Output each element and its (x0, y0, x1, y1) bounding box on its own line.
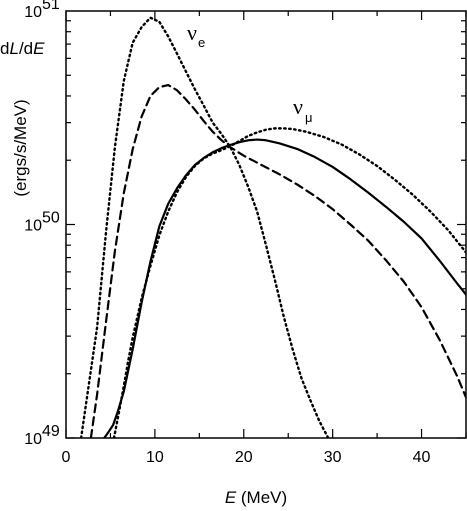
axis-ticks (65, 11, 467, 439)
x-tick-label: 0 (62, 449, 71, 466)
data-series (79, 16, 466, 438)
y-tick-label-exponent: 51 (42, 0, 60, 13)
y-tick-label: 10 (24, 218, 42, 235)
y-tick-label-exponent: 49 (42, 423, 60, 440)
x-tick-label: 30 (324, 449, 342, 466)
y-tick-label-exponent: 50 (42, 210, 60, 227)
y-tick-label: 10 (24, 4, 42, 21)
series-line-solid-2 (103, 138, 466, 438)
series-line-dashed-1 (89, 83, 466, 438)
y-tick-label: 10 (24, 431, 42, 448)
series-line-dotted-3 (112, 127, 466, 438)
label-nu-e: νe (187, 20, 205, 50)
x-tick-label: 40 (413, 449, 431, 466)
y-axis-title-top: dL/dE (0, 39, 45, 58)
y-axis-title-units: (ergs/s/MeV) (11, 99, 30, 196)
series-line-dotted-0 (79, 16, 330, 438)
x-tick-label: 10 (146, 449, 164, 466)
x-tick-label: 20 (235, 449, 253, 466)
x-axis-title: E (MeV) (225, 488, 287, 507)
